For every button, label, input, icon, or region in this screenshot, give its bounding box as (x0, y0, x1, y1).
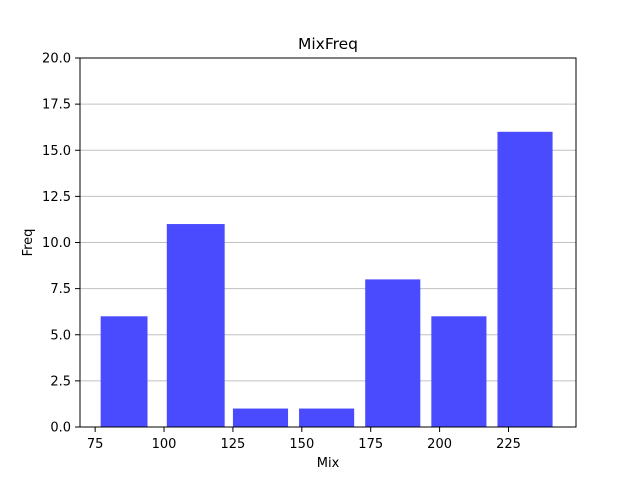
y-axis-ticks: 0.0 2.5 5.0 7.5 10.0 12.5 15.0 17.5 20.0 (42, 52, 80, 436)
x-tick-label: 200 (427, 437, 452, 452)
grid-lines (80, 103, 576, 382)
bar-1 (166, 224, 225, 427)
bars (100, 131, 553, 428)
x-tick-label: 225 (496, 437, 521, 452)
y-axis-label: Freq (21, 229, 36, 257)
y-tick-label: 10.0 (42, 236, 71, 251)
bar-6 (497, 131, 553, 428)
x-tick-label: 175 (358, 437, 383, 452)
x-axis-ticks: 75 100 125 150 175 200 225 (87, 427, 521, 452)
x-tick-label: 125 (221, 437, 246, 452)
x-tick-label: 150 (289, 437, 314, 452)
bar-2 (232, 408, 289, 427)
y-tick-label: 5.0 (50, 328, 71, 343)
y-tick-label: 20.0 (42, 52, 71, 67)
y-tick-label: 7.5 (50, 282, 71, 297)
y-tick-label: 12.5 (42, 190, 71, 205)
bar-3 (299, 408, 355, 427)
x-tick-label: 75 (87, 437, 104, 452)
bar-5 (431, 316, 487, 427)
y-tick-label: 2.5 (50, 374, 71, 389)
bar-4 (365, 279, 421, 427)
x-axis-label: Mix (317, 456, 340, 471)
bar-0 (100, 316, 148, 427)
y-tick-label: 17.5 (42, 98, 71, 113)
chart-title: MixFreq (298, 35, 358, 53)
x-tick-label: 100 (152, 437, 177, 452)
y-tick-label: 0.0 (50, 421, 71, 436)
y-tick-label: 15.0 (42, 144, 71, 159)
